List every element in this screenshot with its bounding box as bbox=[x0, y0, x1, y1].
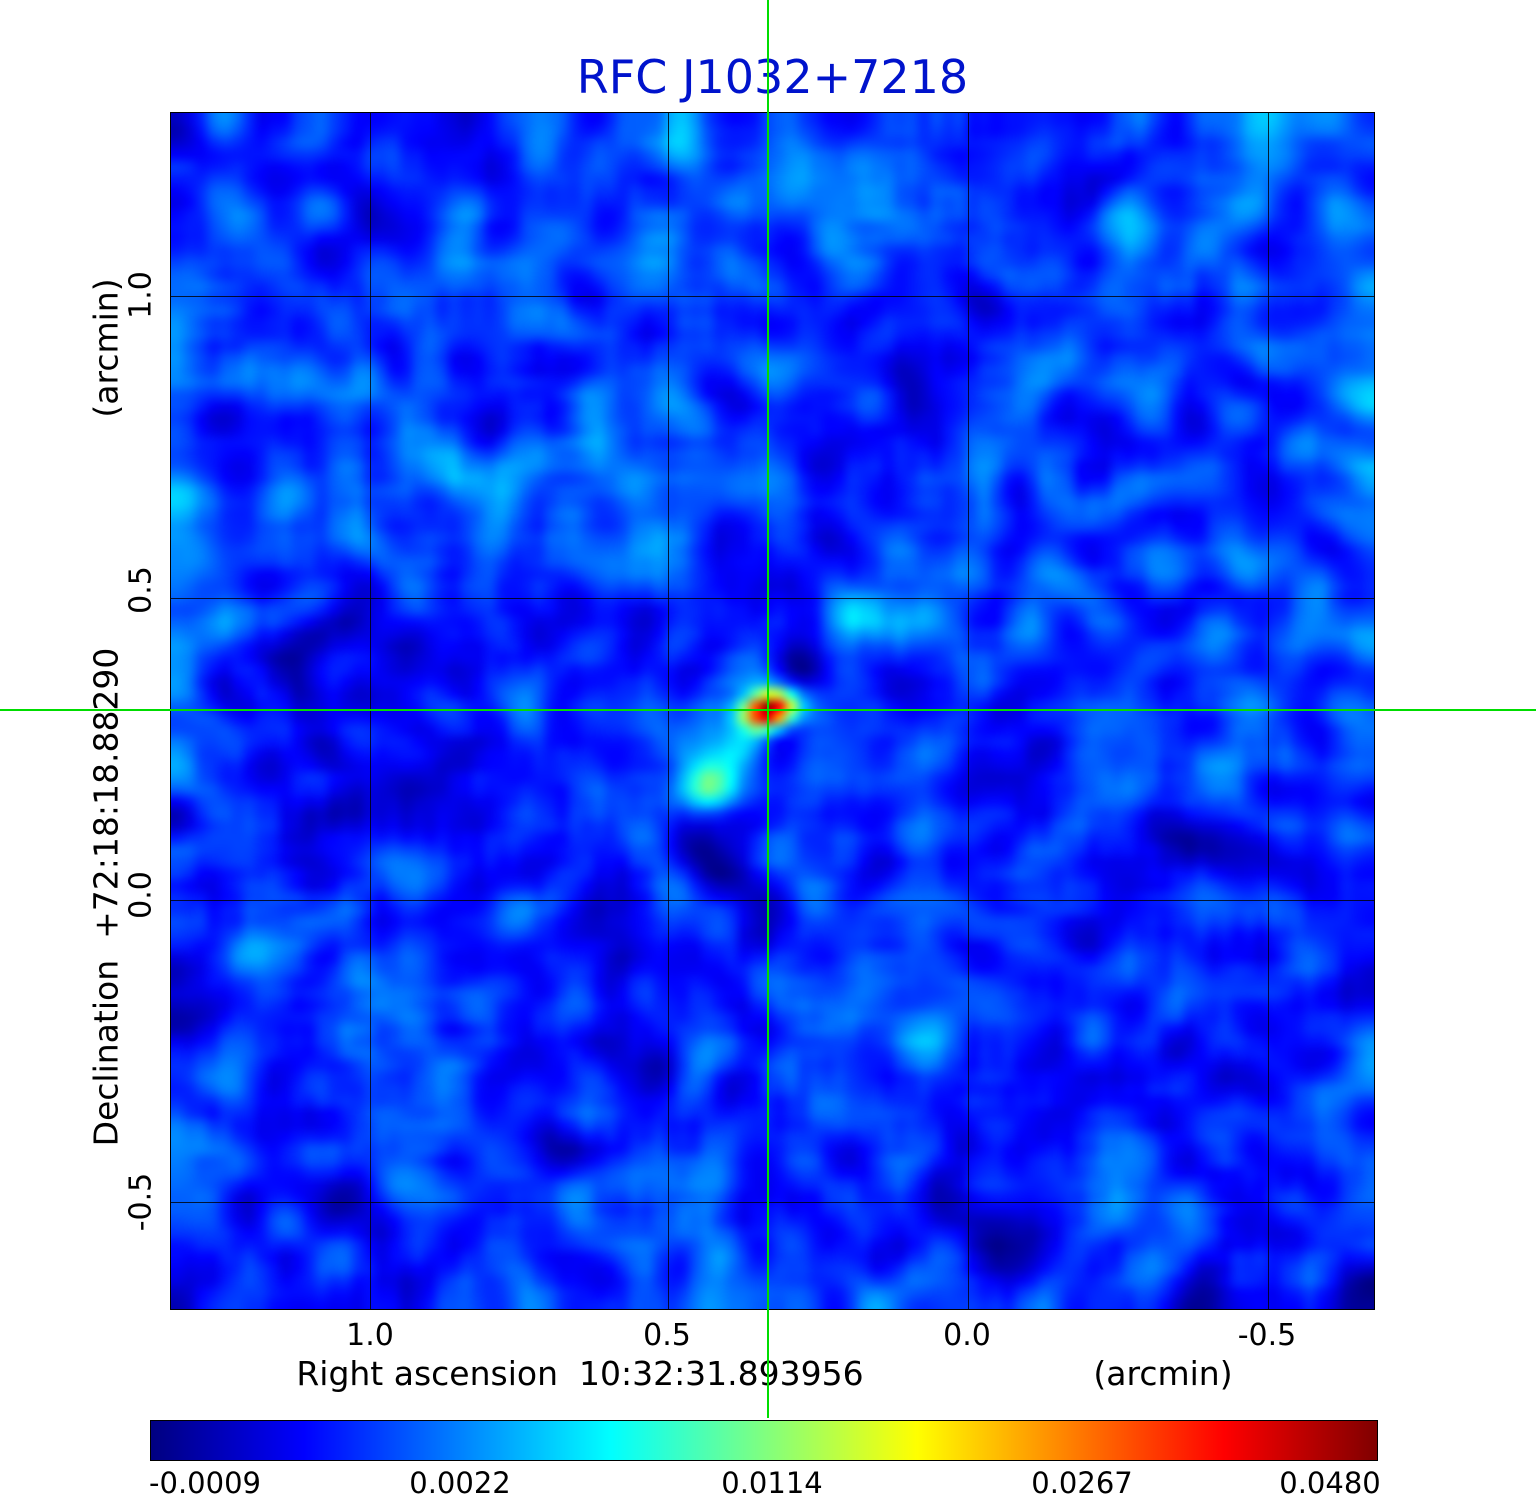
colorbar-gradient bbox=[150, 1420, 1378, 1461]
y-tick-label: 0.0 bbox=[123, 871, 159, 919]
x-axis-label: Right ascension 10:32:31.893956 bbox=[296, 1354, 864, 1393]
x-tick-label: 0.5 bbox=[643, 1318, 691, 1353]
colorbar-tick-label: 0.0022 bbox=[409, 1466, 511, 1500]
gridline-vertical bbox=[668, 113, 669, 1309]
plot-title: RFC J1032+7218 bbox=[576, 50, 969, 104]
gridline-horizontal bbox=[171, 1202, 1374, 1203]
y-tick-label: -0.5 bbox=[123, 1172, 159, 1232]
y-axis-unit-label: (arcmin) bbox=[86, 278, 126, 418]
x-axis-unit-label: (arcmin) bbox=[1093, 1354, 1233, 1393]
gridline-horizontal bbox=[171, 598, 1374, 599]
colorbar-tick-label: 0.0267 bbox=[1031, 1466, 1133, 1500]
gridline-vertical bbox=[1268, 113, 1269, 1309]
sky-image bbox=[171, 113, 1374, 1309]
x-tick-label: -0.5 bbox=[1237, 1318, 1297, 1353]
gridline-vertical bbox=[370, 113, 371, 1309]
x-tick-label: 1.0 bbox=[346, 1318, 394, 1353]
gridline-horizontal bbox=[171, 900, 1374, 901]
y-tick-label: 1.0 bbox=[123, 271, 159, 319]
crosshair-horizontal-line bbox=[0, 709, 1536, 711]
colorbar-tick-label: -0.0009 bbox=[149, 1466, 261, 1500]
y-axis-label: Declination +72:18:18.88290 bbox=[86, 647, 126, 1147]
colorbar-tick-label: 0.0114 bbox=[721, 1466, 823, 1500]
sky-map-plot bbox=[170, 112, 1375, 1310]
gridline-vertical bbox=[968, 113, 969, 1309]
colorbar-tick-label: 0.0480 bbox=[1279, 1466, 1381, 1500]
gridline-horizontal bbox=[171, 296, 1374, 297]
x-tick-label: 0.0 bbox=[943, 1318, 991, 1353]
y-tick-label: 0.5 bbox=[123, 566, 159, 614]
